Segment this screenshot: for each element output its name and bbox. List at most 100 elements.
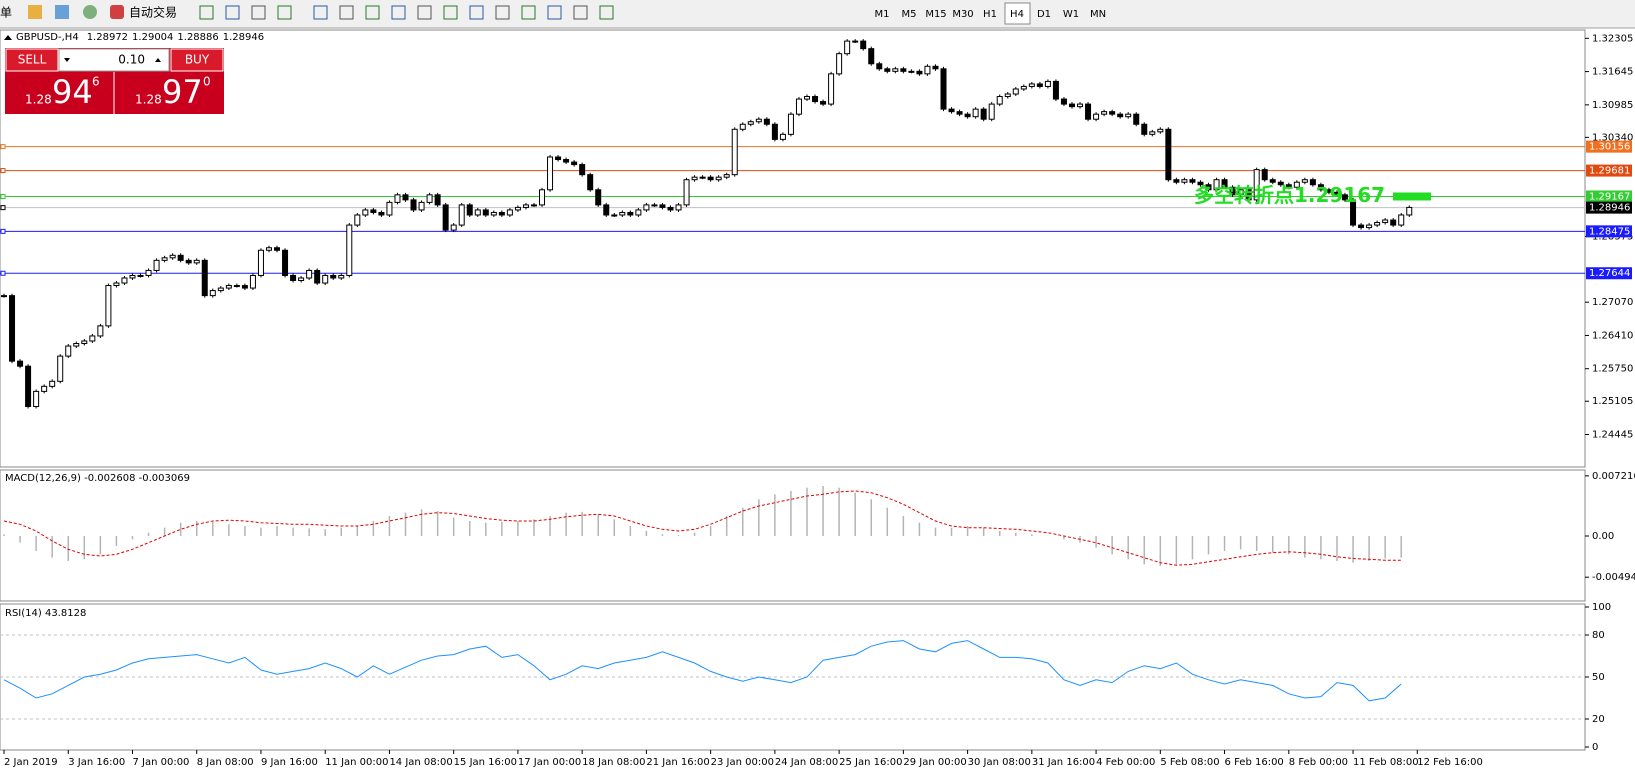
- toolbar-icon[interactable]: [339, 5, 354, 20]
- toolbar-icon[interactable]: [391, 5, 406, 20]
- collapse-arrow[interactable]: [4, 35, 12, 40]
- candle: [209, 290, 216, 297]
- candle: [418, 201, 425, 211]
- candle: [611, 214, 618, 217]
- candle: [426, 194, 433, 203]
- level-handle: [0, 270, 6, 276]
- candle: [659, 204, 666, 208]
- icon[interactable]: [28, 5, 42, 19]
- candle: [282, 249, 289, 276]
- candle: [892, 68, 899, 72]
- toolbar-icon[interactable]: [199, 5, 214, 20]
- level-label-bg: [1586, 267, 1632, 280]
- x-tick-label: 23 Jan 00:00: [711, 757, 774, 768]
- timeframe-button[interactable]: MN: [1090, 9, 1106, 20]
- candle: [571, 161, 578, 166]
- toolbar-icon[interactable]: [547, 5, 562, 20]
- toolbar-icon[interactable]: [599, 5, 614, 20]
- candle: [691, 176, 698, 181]
- toolbar-item[interactable]: 单: [0, 6, 12, 20]
- candle: [1253, 169, 1260, 201]
- lot-value[interactable]: 0.10: [118, 53, 145, 67]
- candle: [233, 285, 240, 288]
- buy-label[interactable]: BUY: [185, 53, 210, 67]
- timeframe-button[interactable]: M5: [902, 9, 917, 20]
- x-tick-label: 24 Jan 08:00: [775, 757, 838, 768]
- timeframe-button[interactable]: M1: [875, 9, 890, 20]
- toolbar-icon[interactable]: [443, 5, 458, 20]
- icon[interactable]: [110, 5, 124, 19]
- x-tick-label: 15 Jan 16:00: [454, 757, 517, 768]
- timeframe-button[interactable]: H1: [983, 9, 997, 20]
- y-tick-label: 1.26410: [1592, 330, 1633, 341]
- candle: [1004, 93, 1011, 98]
- candle: [137, 274, 144, 277]
- timeframe-button[interactable]: D1: [1037, 9, 1051, 20]
- candle: [121, 277, 128, 284]
- candle: [1060, 98, 1067, 105]
- toolbar-icon[interactable]: [417, 5, 432, 20]
- candle: [482, 209, 489, 216]
- sell-label[interactable]: SELL: [18, 53, 47, 67]
- candle: [1261, 169, 1268, 181]
- candle: [1165, 128, 1172, 181]
- toolbar-icon[interactable]: [225, 5, 240, 20]
- candle: [201, 259, 208, 297]
- toolbar-icon[interactable]: [469, 5, 484, 20]
- toolbar-icon[interactable]: [365, 5, 380, 20]
- toolbar-icons: [199, 5, 614, 20]
- candle: [370, 209, 377, 213]
- lot-up[interactable]: [155, 58, 161, 62]
- x-tick-label: 21 Jan 16:00: [646, 757, 709, 768]
- candle: [458, 204, 465, 226]
- x-tick-label: 8 Jan 08:00: [197, 757, 254, 768]
- candle: [667, 206, 674, 211]
- candle: [924, 65, 931, 75]
- candle: [876, 63, 883, 70]
- candle: [314, 269, 321, 284]
- timeframe-button[interactable]: M30: [952, 9, 973, 20]
- candle: [1205, 184, 1212, 191]
- buy-button[interactable]: [170, 48, 224, 72]
- macd-panel: [0, 469, 1586, 602]
- candle: [129, 274, 136, 279]
- toolbar-icon[interactable]: [495, 5, 510, 20]
- sell-button[interactable]: [5, 48, 59, 72]
- rsi-line: [3, 640, 1402, 702]
- candle: [145, 269, 152, 276]
- candle: [498, 211, 505, 216]
- candle: [1285, 184, 1292, 188]
- candle: [828, 73, 835, 105]
- y-tick-label: 1.24445: [1592, 429, 1633, 440]
- toolbar-icon[interactable]: [521, 5, 536, 20]
- timeframe-button[interactable]: H4: [1010, 9, 1024, 20]
- candle: [81, 340, 88, 345]
- toolbar-icon[interactable]: [251, 5, 266, 20]
- candle: [1028, 83, 1035, 87]
- level-handle: [0, 205, 6, 211]
- candle: [1109, 111, 1116, 115]
- y-tick-label: 0.007216: [1592, 471, 1635, 482]
- candle: [1085, 103, 1092, 120]
- x-tick-label: 31 Jan 16:00: [1032, 757, 1095, 768]
- timeframe-button[interactable]: W1: [1063, 9, 1079, 20]
- candle: [1382, 219, 1389, 224]
- toolbar-item[interactable]: 自动交易: [129, 5, 177, 20]
- candle: [1229, 186, 1236, 196]
- candle: [338, 274, 345, 279]
- icon[interactable]: [83, 5, 97, 19]
- toolbar-icon[interactable]: [313, 5, 328, 20]
- lot-down[interactable]: [64, 58, 70, 62]
- candle: [1237, 189, 1244, 196]
- candle: [330, 274, 337, 279]
- candle: [563, 159, 570, 163]
- icon[interactable]: [55, 5, 69, 19]
- candle: [820, 101, 827, 105]
- timeframe-button[interactable]: M15: [925, 9, 946, 20]
- toolbar-icon[interactable]: [277, 5, 292, 20]
- candle: [514, 206, 521, 211]
- lot-input[interactable]: [58, 48, 170, 72]
- candle: [771, 123, 778, 140]
- toolbar-icon[interactable]: [573, 5, 588, 20]
